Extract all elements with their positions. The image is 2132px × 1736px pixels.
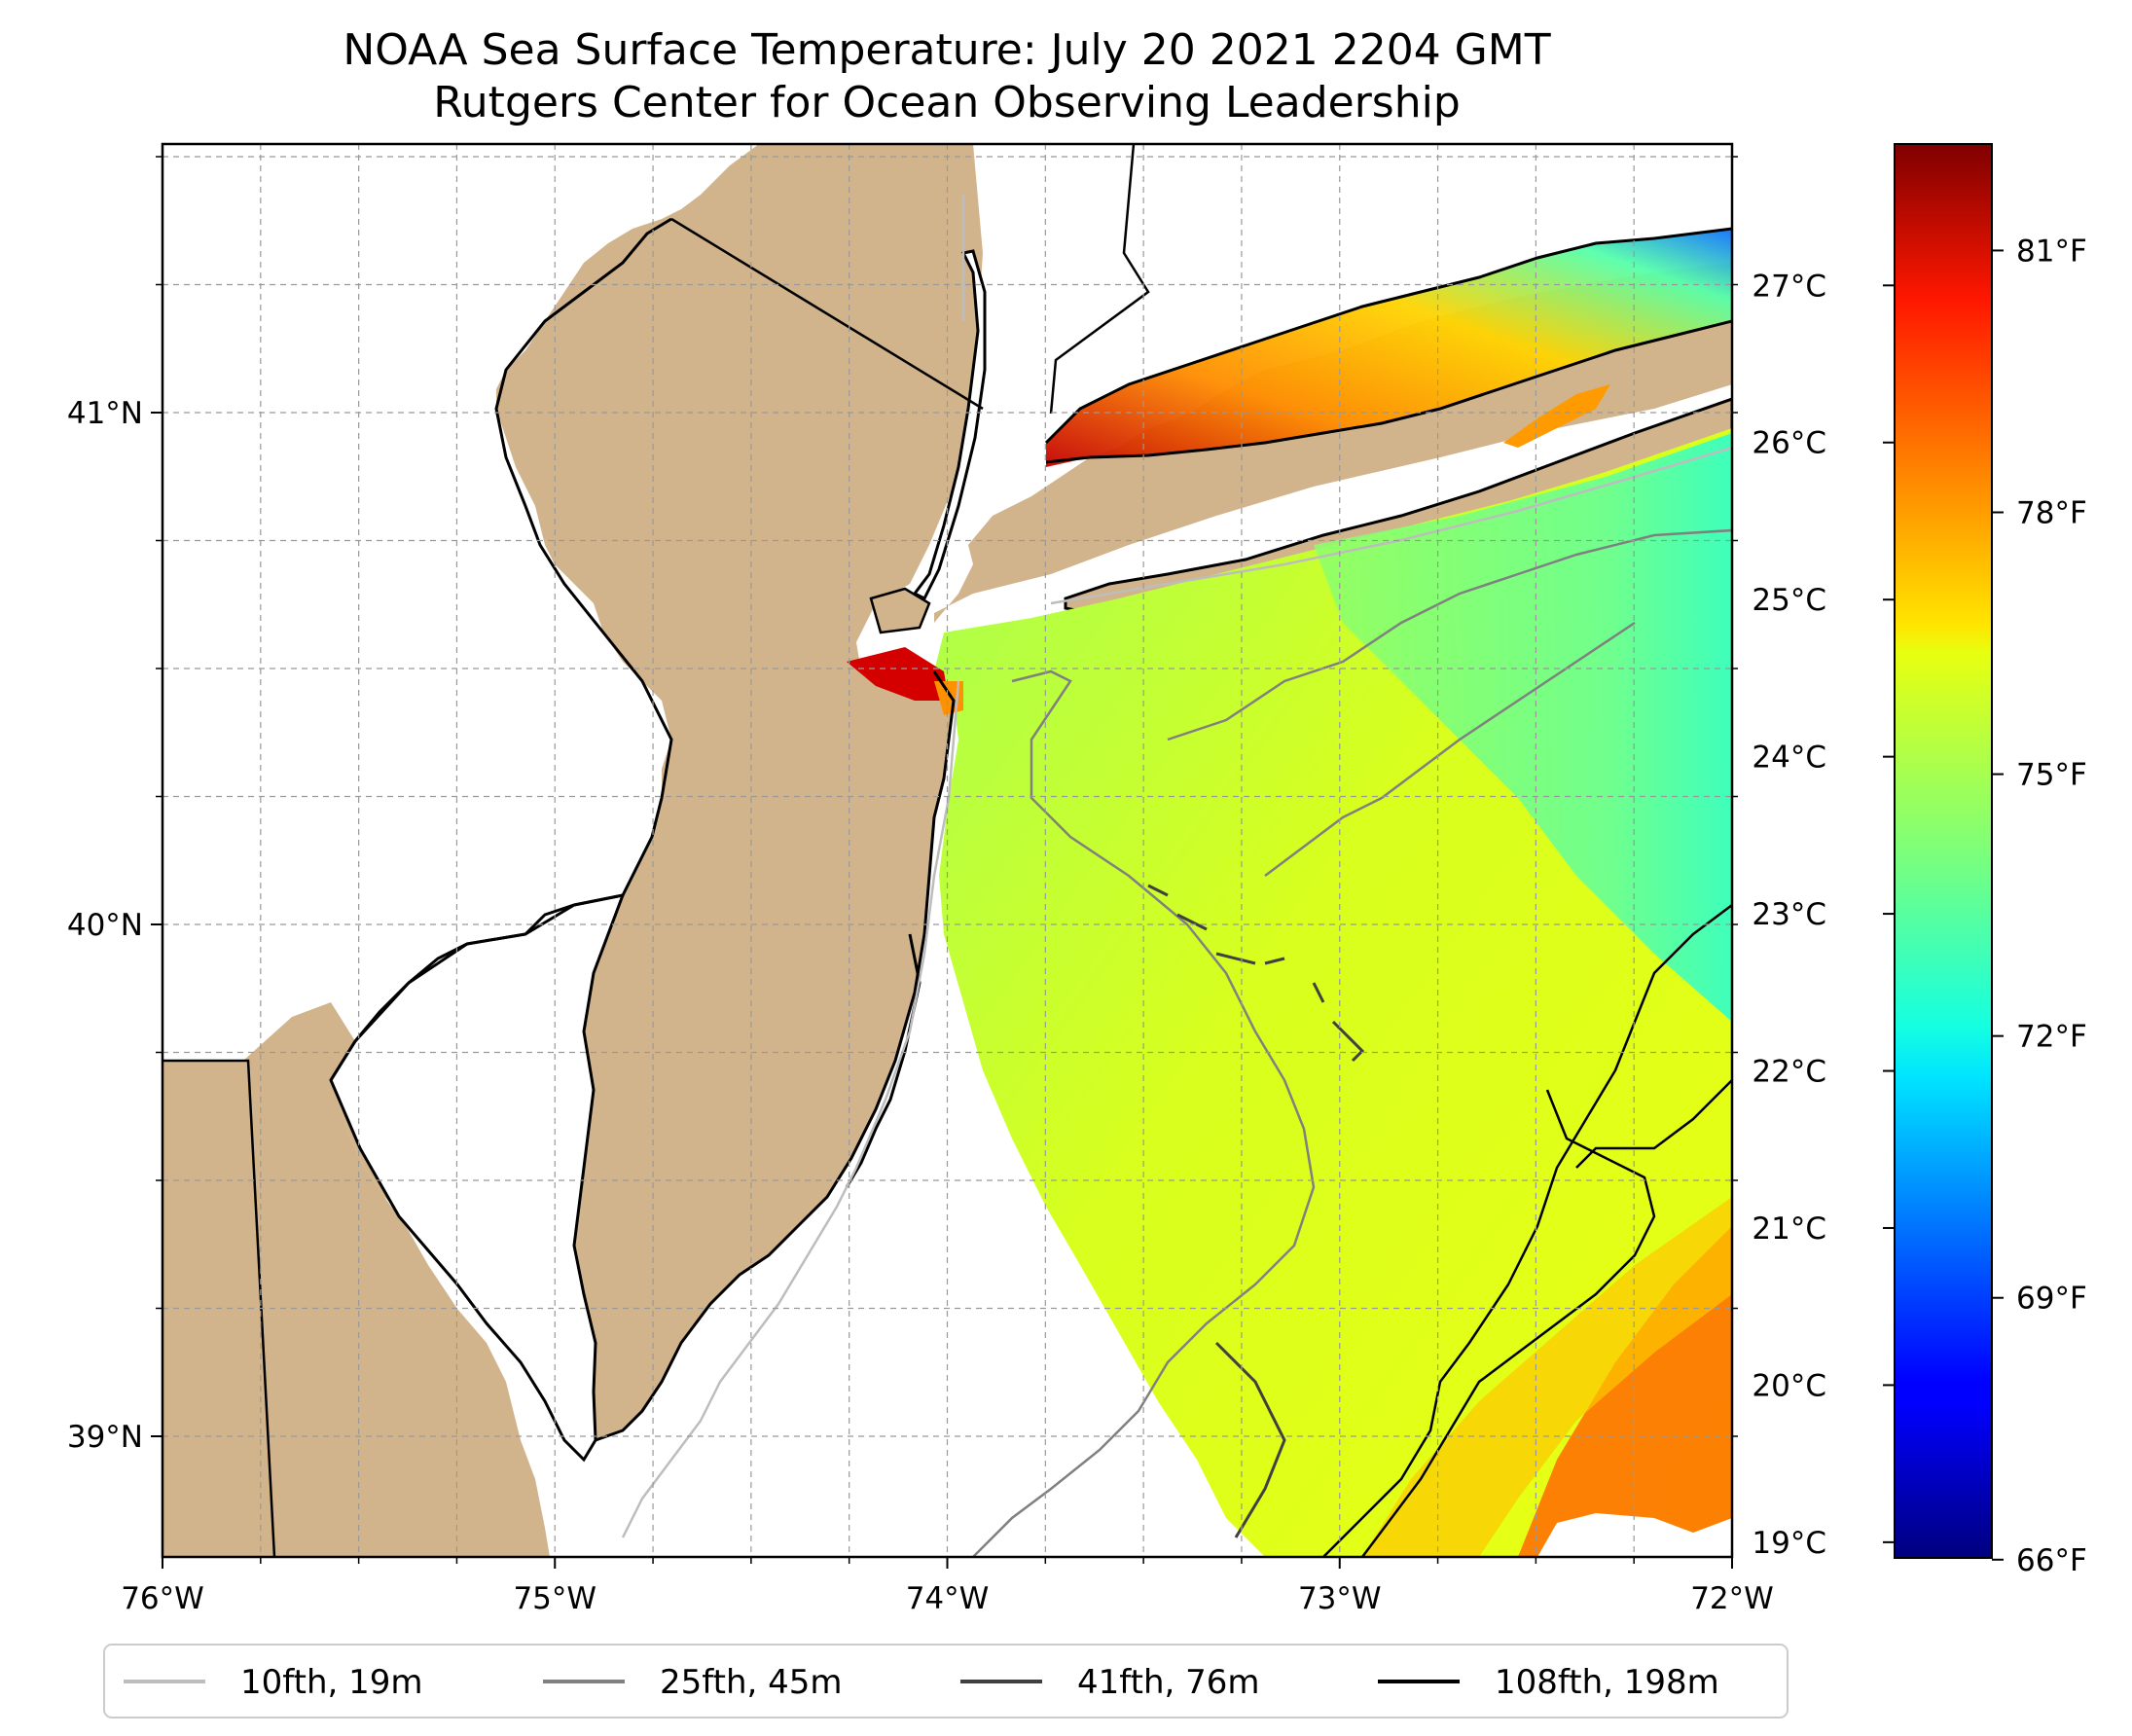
- fahrenheit-tick-label: 75°F: [2016, 758, 2087, 793]
- colorbar: 27°C 26°C 25°C 24°C 23°C 22°C 21°C 20°C 19°C 81°…: [1752, 143, 2087, 1578]
- colorbar-gradient: [1894, 143, 1993, 1559]
- sst-south-orange: [1362, 1197, 1732, 1557]
- sst-cloud-gap: [1537, 1513, 1732, 1557]
- border-ny-ct: [1049, 144, 1150, 415]
- fahrenheit-tick-label: 81°F: [2016, 234, 2087, 269]
- legend-label: 41fth, 76m: [1077, 1663, 1260, 1702]
- map-gridlines: [163, 144, 1732, 1557]
- fahrenheit-tick-label: 78°F: [2016, 495, 2087, 530]
- y-axis: 41°N 40°N 39°N: [67, 156, 1738, 1455]
- celsius-tick-label: 21°C: [1752, 1212, 1826, 1247]
- x-tick-label: 74°W: [906, 1581, 990, 1616]
- sst-nybight-warm: [847, 647, 949, 701]
- x-axis: 76°W 75°W 74°W 73°W 72°W: [121, 1557, 1774, 1616]
- border-de-md: [163, 1059, 276, 1557]
- sst-east-cool-band: [1314, 433, 1732, 1022]
- border-nj-ny: [670, 217, 984, 411]
- land-delaware-maryland: [163, 1002, 550, 1557]
- fahrenheit-tick-label: 72°F: [2016, 1020, 2087, 1055]
- x-tick-label: 75°W: [513, 1581, 596, 1616]
- land-staten-island: [869, 587, 931, 634]
- celsius-tick-label: 27°C: [1752, 269, 1826, 304]
- x-tick-label: 76°W: [121, 1581, 204, 1616]
- y-tick-label: 40°N: [67, 908, 143, 943]
- legend-label: 108fth, 198m: [1495, 1663, 1719, 1702]
- legend-box: [103, 1644, 1789, 1718]
- nj-coastline: [595, 670, 956, 1442]
- colorbar-celsius-axis: 27°C 26°C 25°C 24°C 23°C 22°C 21°C 20°C 19°C: [1752, 269, 1895, 1561]
- chart-title-line1: NOAA Sea Surface Temperature: July 20 20…: [343, 25, 1550, 75]
- legend-label: 10fth, 19m: [240, 1663, 423, 1702]
- colorbar-fahrenheit-axis: 81°F 78°F 75°F 72°F 69°F 66°F: [1992, 234, 2087, 1578]
- celsius-tick-label: 20°C: [1752, 1368, 1826, 1403]
- map-panel: [163, 144, 1732, 1557]
- celsius-tick-label: 25°C: [1752, 583, 1826, 618]
- contour-25fth: [972, 528, 1732, 1557]
- celsius-tick-label: 23°C: [1752, 897, 1826, 932]
- celsius-tick-label: 26°C: [1752, 426, 1826, 461]
- celsius-tick-label: 19°C: [1752, 1526, 1826, 1561]
- contour-10fth: [621, 195, 1732, 1538]
- hudson-river: [912, 249, 987, 601]
- x-tick-label: 72°W: [1690, 1581, 1774, 1616]
- celsius-tick-label: 24°C: [1752, 741, 1826, 776]
- legend-label: 25fth, 45m: [660, 1663, 843, 1702]
- sst-long-island-sound: [1046, 229, 1732, 467]
- chart-title-line2: Rutgers Center for Ocean Observing Leade…: [433, 78, 1461, 127]
- border-nj-pa: [329, 217, 673, 1081]
- celsius-tick-label: 22°C: [1752, 1055, 1826, 1090]
- y-tick-label: 41°N: [67, 396, 143, 431]
- contour-41fth: [1147, 884, 1365, 1538]
- long-island-north-shore: [1045, 319, 1732, 464]
- contour-legend: 10fth, 19m 25fth, 45m 41fth, 76m 108fth, 19…: [103, 1644, 1789, 1718]
- x-tick-label: 73°W: [1298, 1581, 1382, 1616]
- fahrenheit-tick-label: 69°F: [2016, 1282, 2087, 1317]
- y-tick-label: 39°N: [67, 1420, 143, 1455]
- ct-shoreline: [1044, 227, 1732, 445]
- fahrenheit-tick-label: 66°F: [2016, 1543, 2087, 1578]
- sst-peconic-bay: [1503, 384, 1610, 448]
